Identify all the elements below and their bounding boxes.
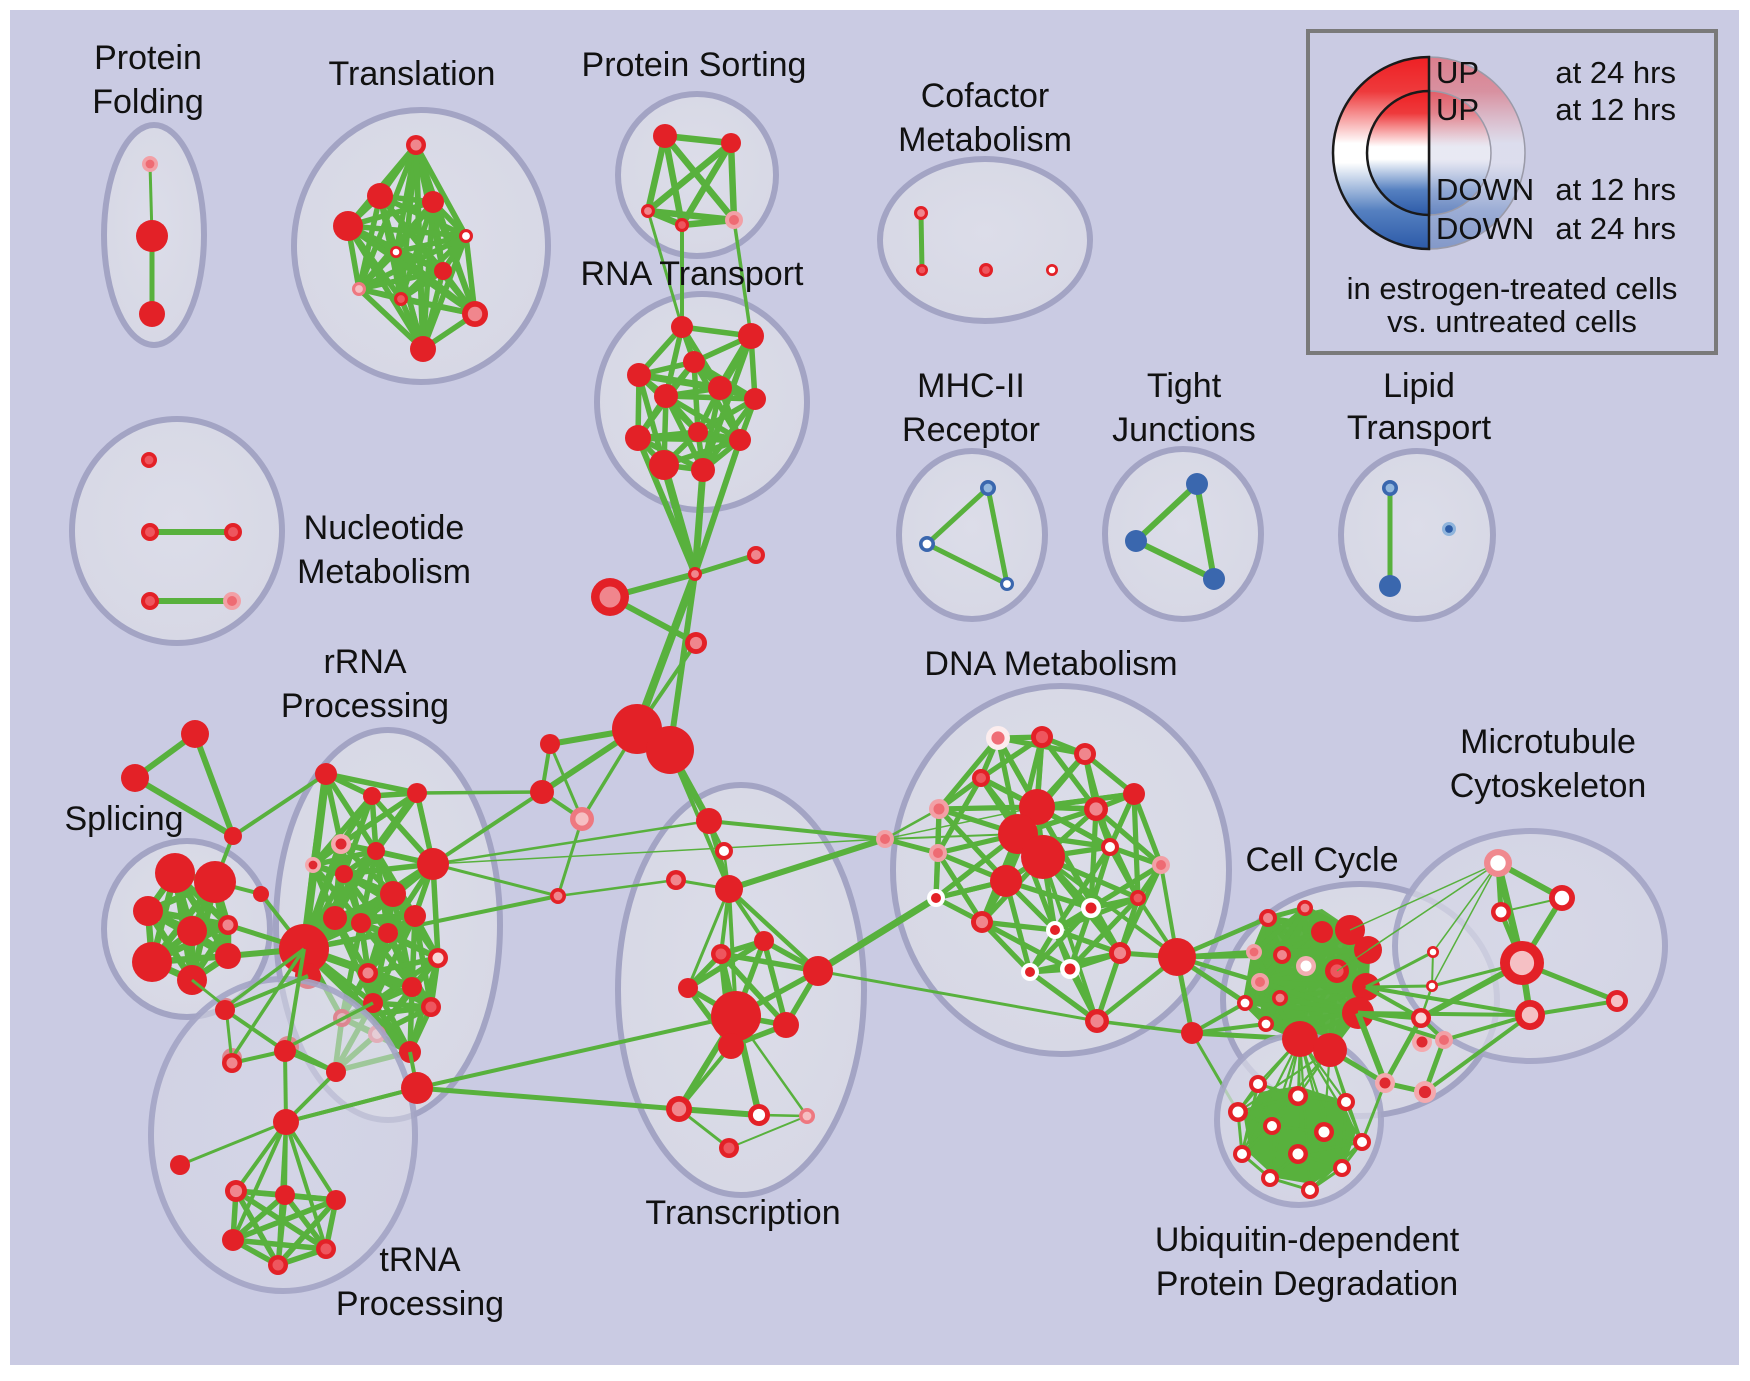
svg-text:MHC-II: MHC-II [917,367,1025,405]
svg-text:DOWN: DOWN [1436,172,1534,207]
svg-text:DNA Metabolism: DNA Metabolism [924,645,1177,683]
svg-text:Splicing: Splicing [64,800,183,838]
svg-text:Junctions: Junctions [1112,411,1256,449]
svg-text:Cofactor: Cofactor [921,77,1050,115]
svg-text:Transport: Transport [1347,409,1492,447]
svg-text:Metabolism: Metabolism [297,553,471,591]
svg-text:Receptor: Receptor [902,411,1040,449]
svg-text:Protein: Protein [94,39,202,77]
svg-text:Microtubule: Microtubule [1460,723,1636,761]
svg-text:UP: UP [1436,55,1479,90]
svg-text:vs. untreated cells: vs. untreated cells [1387,304,1637,339]
svg-text:Folding: Folding [92,83,204,121]
svg-text:Nucleotide: Nucleotide [304,509,465,547]
svg-text:Tight: Tight [1147,367,1222,405]
svg-text:Transcription: Transcription [645,1194,840,1232]
svg-text:at 12 hrs: at 12 hrs [1555,92,1676,127]
svg-text:tRNA: tRNA [379,1241,461,1279]
svg-text:Translation: Translation [329,55,496,93]
svg-text:Lipid: Lipid [1383,367,1455,405]
svg-text:Processing: Processing [281,687,449,725]
svg-text:Ubiquitin-dependent: Ubiquitin-dependent [1155,1221,1460,1259]
svg-text:at 24 hrs: at 24 hrs [1555,55,1676,90]
svg-text:Cell Cycle: Cell Cycle [1245,841,1398,879]
svg-text:Protein Sorting: Protein Sorting [582,46,807,84]
svg-text:in estrogen-treated cells: in estrogen-treated cells [1347,271,1678,306]
svg-text:Metabolism: Metabolism [898,121,1072,159]
svg-text:UP: UP [1436,92,1479,127]
svg-text:at 12 hrs: at 12 hrs [1555,172,1676,207]
svg-text:DOWN: DOWN [1436,211,1534,246]
svg-text:Cytoskeleton: Cytoskeleton [1450,767,1647,805]
svg-text:at 24 hrs: at 24 hrs [1555,211,1676,246]
svg-text:rRNA: rRNA [323,643,406,681]
svg-text:Protein Degradation: Protein Degradation [1156,1265,1458,1303]
svg-text:Processing: Processing [336,1285,504,1323]
svg-text:RNA Transport: RNA Transport [581,255,805,293]
